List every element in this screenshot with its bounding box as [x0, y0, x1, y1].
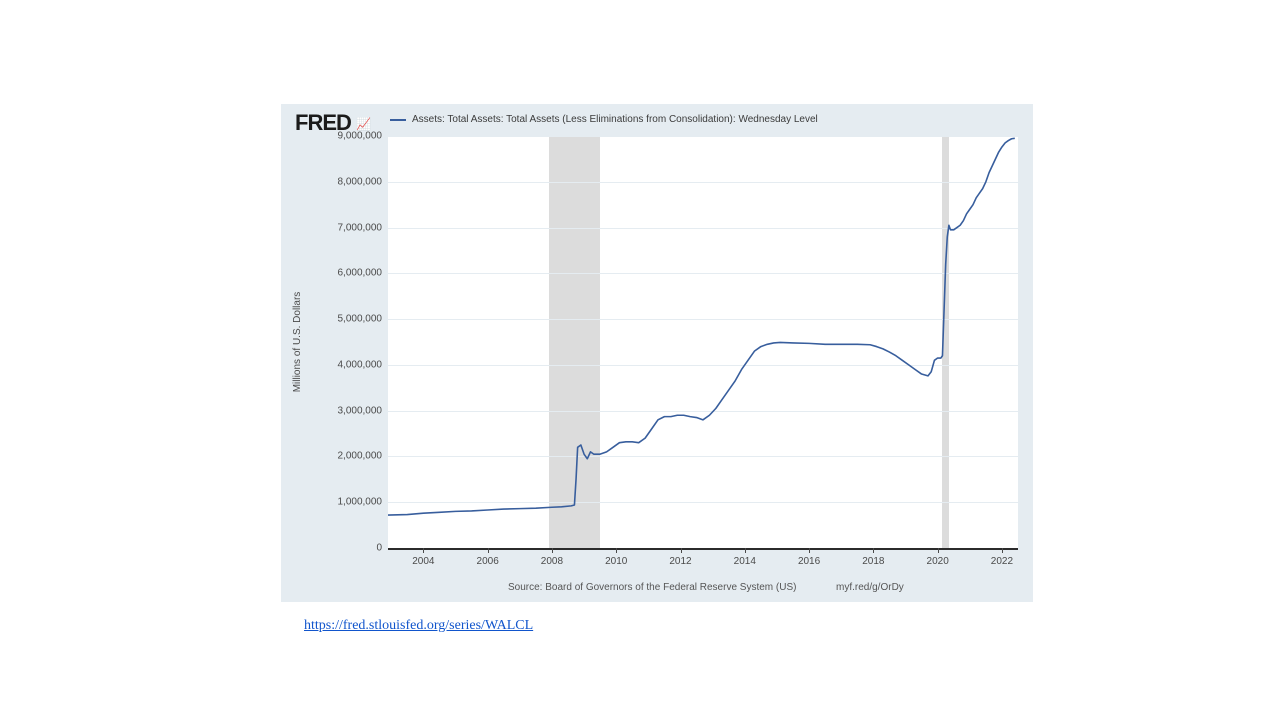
- short-link-text: myf.red/g/OrDy: [836, 582, 904, 593]
- chart-legend: Assets: Total Assets: Total Assets (Less…: [390, 114, 818, 125]
- x-tick-label: 2008: [541, 556, 563, 567]
- x-tick-label: 2022: [991, 556, 1013, 567]
- y-tick-label: 8,000,000: [312, 176, 382, 187]
- plot-area: [388, 136, 1018, 548]
- x-axis-line: [388, 548, 1018, 550]
- x-tick-mark: [488, 548, 489, 553]
- y-tick-label: 4,000,000: [312, 359, 382, 370]
- legend-swatch: [390, 119, 406, 121]
- y-tick-label: 6,000,000: [312, 268, 382, 279]
- y-tick-label: 7,000,000: [312, 222, 382, 233]
- x-tick-mark: [873, 548, 874, 553]
- x-tick-mark: [745, 548, 746, 553]
- x-tick-mark: [938, 548, 939, 553]
- x-tick-label: 2010: [605, 556, 627, 567]
- source-text: Source: Board of Governors of the Federa…: [508, 582, 796, 593]
- x-tick-label: 2016: [798, 556, 820, 567]
- x-tick-label: 2004: [412, 556, 434, 567]
- x-tick-label: 2006: [477, 556, 499, 567]
- y-tick-label: 2,000,000: [312, 451, 382, 462]
- x-tick-mark: [809, 548, 810, 553]
- y-tick-label: 9,000,000: [312, 131, 382, 142]
- x-tick-mark: [681, 548, 682, 553]
- y-tick-label: 3,000,000: [312, 405, 382, 416]
- line-chart-svg: [388, 136, 1018, 548]
- legend-label: Assets: Total Assets: Total Assets (Less…: [412, 114, 818, 125]
- y-tick-label: 0: [312, 543, 382, 554]
- y-tick-label: 1,000,000: [312, 497, 382, 508]
- x-tick-mark: [423, 548, 424, 553]
- x-tick-label: 2012: [669, 556, 691, 567]
- x-tick-label: 2014: [734, 556, 756, 567]
- fred-chart-icon: 📈: [356, 117, 370, 131]
- x-tick-mark: [552, 548, 553, 553]
- x-tick-label: 2020: [927, 556, 949, 567]
- x-tick-mark: [616, 548, 617, 553]
- y-axis-label: Millions of U.S. Dollars: [292, 292, 303, 393]
- data-series-line: [388, 138, 1015, 515]
- chart-frame: FRED 📈 Assets: Total Assets: Total Asset…: [281, 104, 1033, 602]
- y-tick-label: 5,000,000: [312, 314, 382, 325]
- page-root: FRED 📈 Assets: Total Assets: Total Asset…: [0, 0, 1280, 720]
- x-tick-label: 2018: [862, 556, 884, 567]
- footer-hyperlink[interactable]: https://fred.stlouisfed.org/series/WALCL: [304, 618, 533, 634]
- x-tick-mark: [1002, 548, 1003, 553]
